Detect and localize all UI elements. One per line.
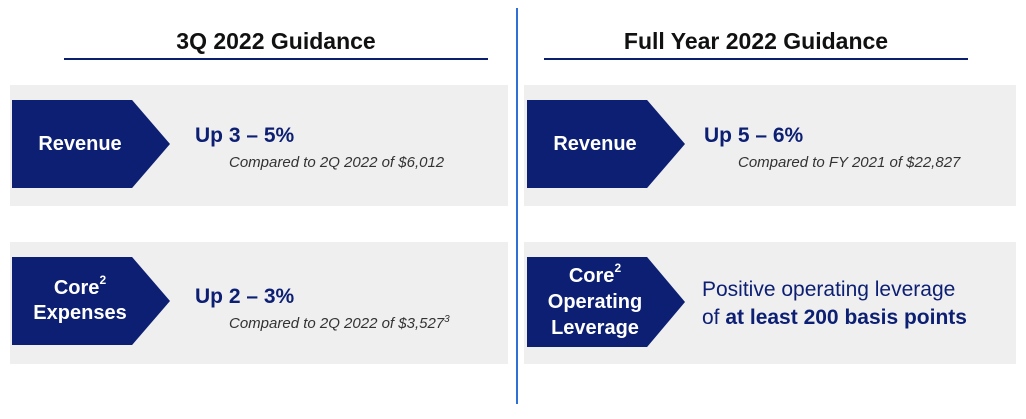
right-revenue-note: Compared to FY 2021 of $22,827 [738,154,961,171]
left-revenue-headline: Up 3 – 5% [195,124,295,147]
left-expenses-label-core: Core2 [53,273,107,299]
right-revenue-chevron: Revenue [527,100,685,188]
right-title-rule [544,58,968,60]
column-divider [516,8,518,404]
left-title-rule [64,58,488,60]
right-leverage-label-core: Core2 [568,261,622,287]
right-revenue-headline: Up 5 – 6% [704,124,804,147]
right-leverage-text-line2: of at least 200 basis points [702,306,967,329]
left-expenses-note: Compared to 2Q 2022 of $3,5273 [229,314,450,332]
left-revenue-note: Compared to 2Q 2022 of $6,012 [229,154,445,171]
right-leverage-label-leverage: Leverage [551,317,639,339]
right-leverage-text-line1: Positive operating leverage [702,278,956,301]
right-revenue-label: Revenue [553,132,637,155]
left-column-title: 3Q 2022 Guidance [176,28,376,54]
right-leverage-chevron: Core2 Operating Leverage [527,257,685,347]
right-column-title: Full Year 2022 Guidance [623,28,889,54]
right-leverage-text: Positive operating leverage of at least … [702,276,967,332]
right-leverage-label-operating: Operating [547,291,643,313]
left-expenses-chevron: Core2 Expenses [12,257,170,345]
left-revenue-chevron: Revenue [12,100,170,188]
left-expenses-label-expenses: Expenses [33,302,127,324]
left-expenses-headline: Up 2 – 3% [195,285,295,308]
left-revenue-label: Revenue [38,132,122,155]
